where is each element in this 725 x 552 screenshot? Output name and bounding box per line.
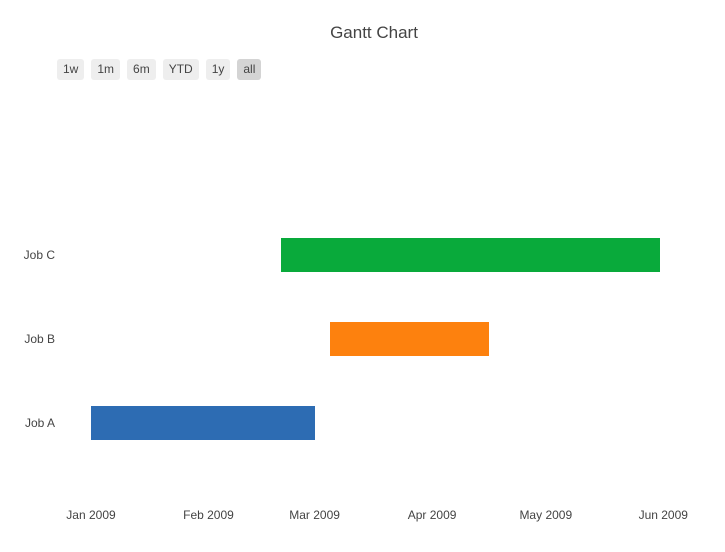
range-button-ytd[interactable]: YTD [162,59,199,80]
x-tick-label: Apr 2009 [407,508,457,522]
range-button-6m[interactable]: 6m [127,59,156,80]
range-button-1y[interactable]: 1y [205,59,231,80]
gantt-bar-job-b[interactable] [329,322,489,356]
x-tick-label: Jan 2009 [66,508,116,522]
x-tick-label: Jun 2009 [638,508,688,522]
x-tick-label: Feb 2009 [183,508,234,522]
range-selector: 1w 1m 6m YTD 1y all [57,59,262,80]
x-tick-label: Mar 2009 [289,508,340,522]
y-tick-label-job-c: Job C [23,248,55,262]
range-button-1w[interactable]: 1w [57,59,85,80]
range-button-1m[interactable]: 1m [91,59,121,80]
y-tick-label-job-a: Job A [24,416,55,430]
chart-title: Gantt Chart [330,23,418,42]
gantt-bar-job-c[interactable] [280,238,660,272]
range-button-all[interactable]: all [237,59,262,80]
gantt-bar-job-a[interactable] [91,406,315,440]
y-tick-label-job-b: Job B [24,332,55,346]
x-tick-label: May 2009 [519,508,573,522]
